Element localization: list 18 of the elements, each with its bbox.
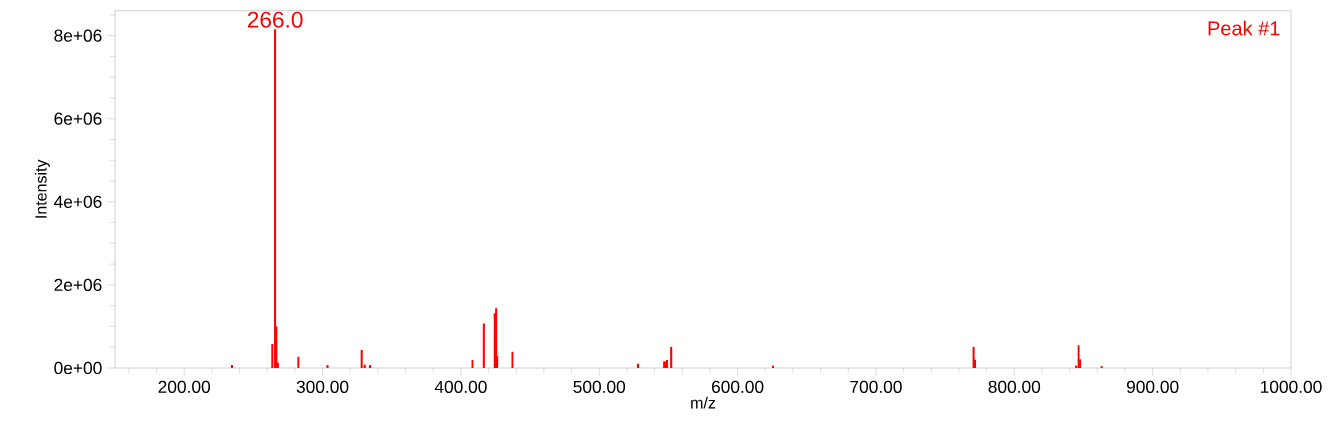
x-tick-label: 500.00 [573,380,626,393]
x-tick-label: 700.00 [850,380,902,393]
x-tick-label: 800.00 [988,380,1041,393]
y-tick-label: 4e+06 [54,195,102,208]
x-tick-label: 1000.00 [1260,380,1322,393]
x-tick-label: 400.00 [434,380,487,393]
x-axis-title: m/z [691,396,716,409]
y-tick-label: 6e+06 [54,112,102,125]
y-axis-title: Intensity [34,159,50,218]
x-tick-label: 200.00 [158,380,211,393]
annotation: 266.0 [247,11,303,28]
y-tick-label: 0e+00 [54,361,102,375]
y-tick-label: 2e+06 [54,278,102,292]
x-tick-label: 900.00 [1126,380,1179,393]
y-tick-label: 8e+06 [54,29,102,42]
annotation: Peak #1 [1208,20,1280,36]
x-tick-label: 300.00 [296,380,349,393]
x-tick-label: 600.00 [711,380,764,393]
